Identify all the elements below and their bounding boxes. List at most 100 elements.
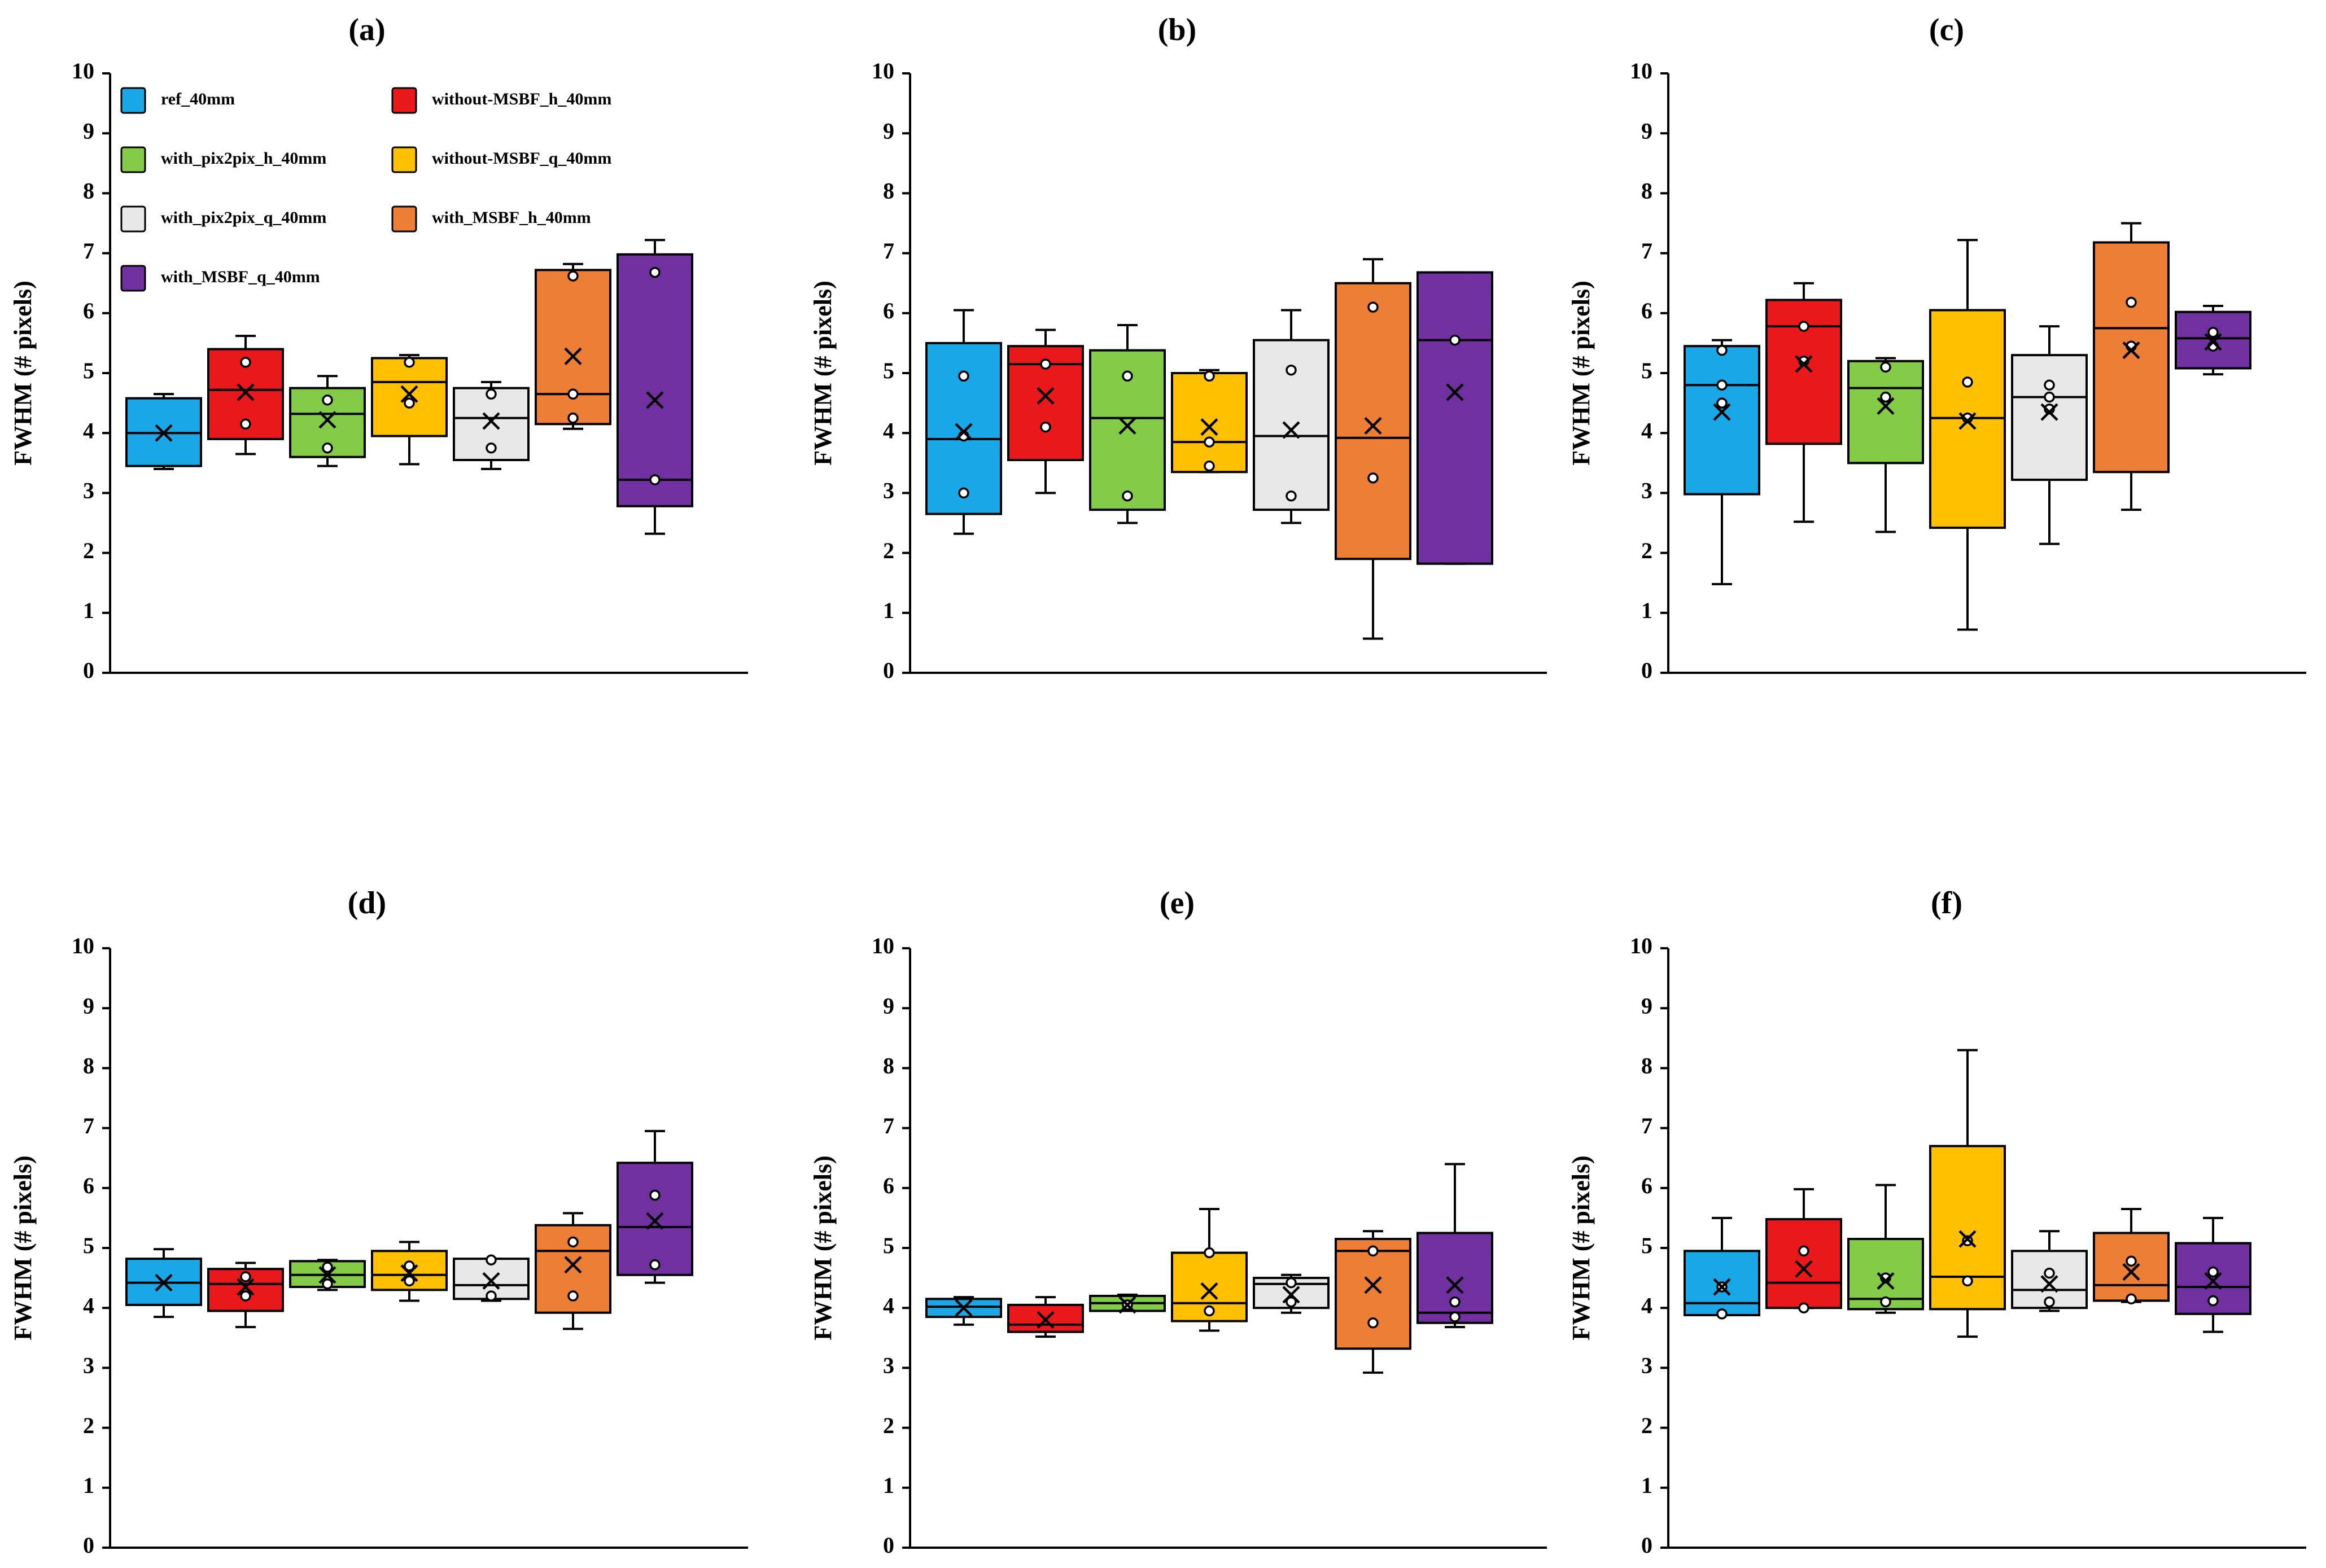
mean-marker	[318, 411, 336, 429]
mean-marker	[400, 1264, 418, 1282]
inner-point	[1716, 397, 1728, 409]
inner-point	[404, 357, 415, 368]
chart-panel-4: (e) 0 1 2 3 4 5 6 7 8 9 10 FWHM (# pixels)	[809, 886, 1547, 1558]
legend-swatch	[391, 146, 417, 173]
mean-marker	[955, 1299, 973, 1317]
inner-point	[958, 370, 969, 382]
inner-point	[1204, 460, 1215, 472]
y-tick-label: 2	[83, 538, 94, 563]
inner-point	[649, 266, 661, 278]
box-with_MSBF_q_40mm	[617, 239, 693, 535]
box-with_MSBF_h_40mm	[2093, 1207, 2170, 1305]
inner-point	[1880, 361, 1891, 373]
inner-point	[2044, 379, 2055, 391]
box-with_pix2pix_q_40mm	[2011, 1230, 2088, 1312]
box-rect	[535, 269, 611, 426]
inner-point	[1449, 1296, 1461, 1308]
panel-title: (e)	[1160, 886, 1195, 921]
legend-label: with_pix2pix_q_40mm	[161, 208, 326, 227]
box-without-MSBF_q_40mm	[1171, 1207, 1248, 1332]
y-tick-label: 5	[1641, 358, 1652, 383]
mean-marker	[1446, 1276, 1464, 1294]
legend-label: ref_40mm	[161, 90, 235, 108]
box-rect	[1171, 372, 1248, 474]
y-tick-label: 1	[883, 1473, 894, 1498]
chart-panel-1: (b) 0 1 2 3 4 5 6 7 8 9 10 FWHM (# pixels)	[809, 12, 1547, 683]
y-tick-label: 10	[1630, 58, 1652, 84]
box-with_pix2pix_h_40mm	[289, 1259, 366, 1291]
inner-point	[2207, 1266, 2219, 1278]
mean-marker	[955, 423, 973, 441]
mean-marker	[318, 1266, 336, 1284]
inner-point	[1204, 1305, 1215, 1317]
inner-point	[1798, 321, 1809, 332]
inner-point	[404, 397, 415, 409]
legend-item: with_MSBF_q_40mm	[120, 265, 320, 292]
chart-panel-0: (a) 0 1 2 3 4 5 6 7 8 9 10 FWHM (# pixels)	[9, 12, 748, 683]
box-ref_40mm	[125, 393, 202, 470]
y-tick-label: 7	[83, 1113, 94, 1138]
mean-marker	[237, 1278, 255, 1296]
inner-point	[322, 1262, 333, 1273]
y-tick-label: 6	[1641, 1173, 1652, 1198]
inner-point	[322, 1278, 333, 1290]
y-tick-label: 2	[83, 1413, 94, 1438]
box-with_MSBF_q_40mm	[2175, 305, 2251, 376]
box-rect	[617, 253, 693, 507]
inner-point	[1962, 376, 1973, 388]
y-tick-label: 8	[883, 1053, 894, 1079]
box-without-MSBF_h_40mm	[1765, 1188, 1842, 1313]
box-ref_40mm	[125, 1248, 202, 1319]
y-tick-label: 4	[83, 1293, 94, 1318]
y-tick-label: 0	[1641, 1532, 1652, 1558]
inner-point	[567, 412, 579, 424]
box-rect	[1416, 271, 1493, 565]
legend-item: ref_40mm	[120, 87, 235, 114]
mean-marker	[2122, 1263, 2140, 1281]
legend-swatch	[120, 146, 146, 173]
box-with_pix2pix_h_40mm	[289, 375, 366, 467]
inner-point	[486, 388, 497, 400]
inner-point	[1286, 364, 1297, 376]
inner-point	[322, 395, 333, 406]
inner-point	[1367, 301, 1379, 313]
y-tick-label: 1	[83, 598, 94, 623]
y-tick-label: 3	[83, 478, 94, 503]
box-rect	[2093, 241, 2170, 474]
y-tick-label: 7	[883, 1113, 894, 1138]
mean-marker	[1200, 418, 1218, 436]
mean-marker	[2204, 1272, 2222, 1290]
inner-point	[1204, 370, 1215, 382]
box-with_MSBF_h_40mm	[1335, 258, 1411, 640]
box-with_MSBF_h_40mm	[2093, 222, 2170, 511]
inner-point	[1716, 379, 1728, 391]
box-rect	[371, 357, 448, 437]
y-tick-label: 9	[1641, 118, 1652, 143]
mean-marker	[1795, 355, 1813, 373]
y-tick-label: 4	[883, 418, 894, 443]
box-without-MSBF_h_40mm	[1007, 329, 1084, 494]
box-without-MSBF_h_40mm	[1007, 1296, 1084, 1338]
y-tick-label: 3	[883, 1353, 894, 1378]
y-tick-label: 0	[1641, 658, 1652, 683]
inner-point	[958, 487, 969, 499]
box-rect	[1847, 360, 1924, 465]
y-axis-title: FWHM (# pixels)	[809, 281, 837, 466]
inner-point	[1449, 334, 1461, 346]
legend-label: with_MSBF_h_40mm	[432, 208, 591, 227]
y-tick-label: 8	[83, 1053, 94, 1079]
mean-marker	[1713, 403, 1731, 421]
y-tick-label: 1	[883, 598, 894, 623]
mean-marker	[237, 383, 255, 401]
inner-point	[2044, 391, 2055, 403]
legend-item: without-MSBF_q_40mm	[391, 146, 611, 173]
mean-marker	[482, 412, 500, 430]
panel-title: (f)	[1931, 886, 1962, 921]
y-tick-label: 6	[883, 298, 894, 323]
inner-point	[240, 357, 251, 368]
mean-marker	[1958, 1230, 1977, 1248]
y-tick-label: 0	[883, 658, 894, 683]
mean-marker	[1446, 383, 1464, 401]
y-tick-label: 5	[883, 1233, 894, 1258]
inner-point	[486, 443, 497, 454]
